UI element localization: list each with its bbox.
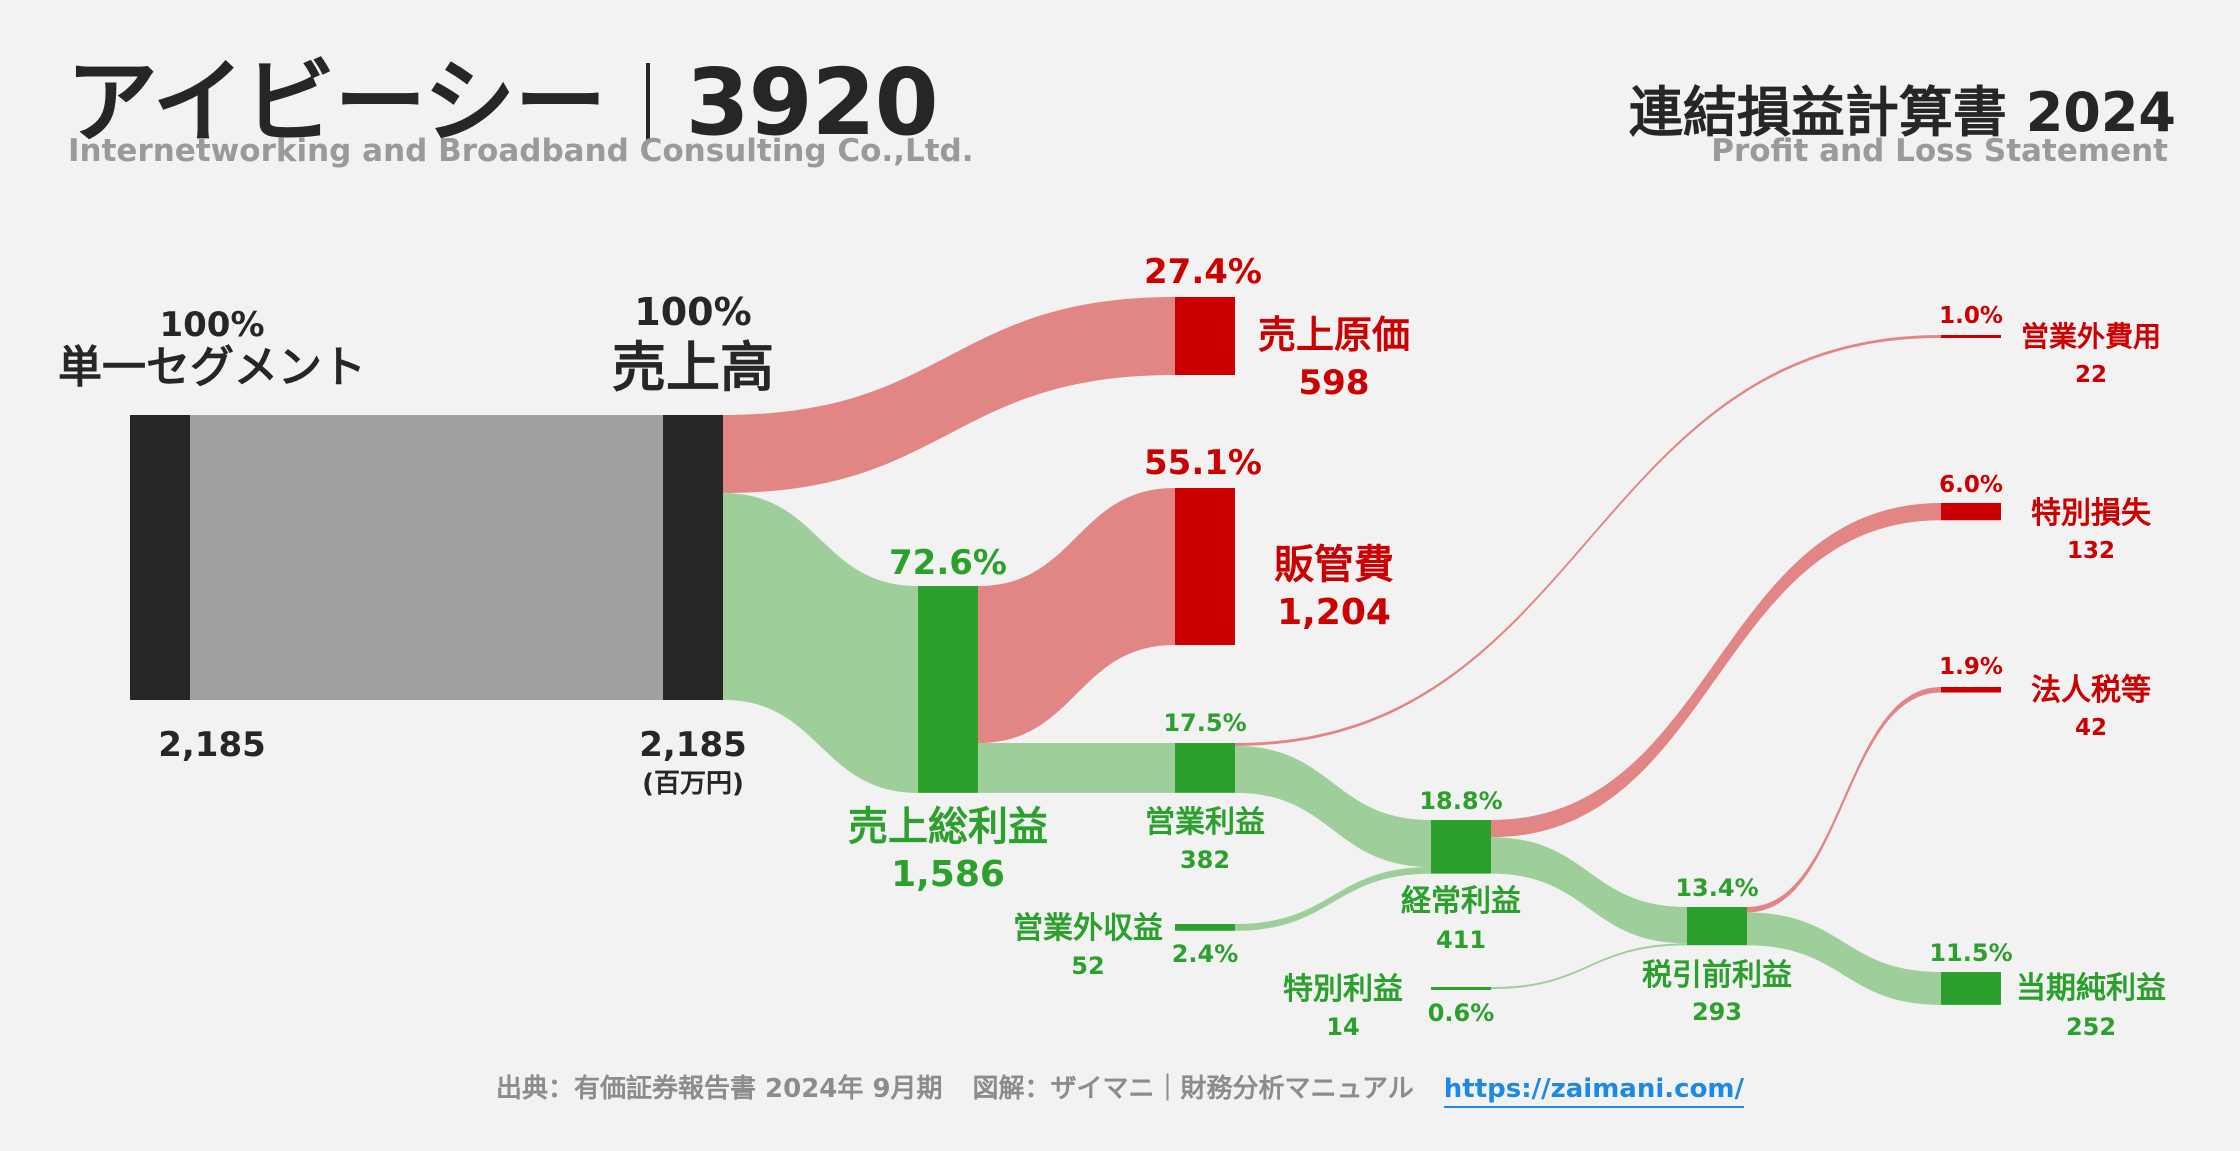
node-extra_inc	[1431, 987, 1491, 990]
title-separator	[645, 62, 650, 143]
pct-label-extra_loss: 6.0%	[1939, 472, 2003, 498]
name-label-nonop_inc: 営業外収益	[1013, 911, 1163, 946]
name-label-extra_loss: 特別損失	[2031, 496, 2152, 531]
statement-english-title: Profit and Loss Statement	[1711, 133, 2168, 169]
pct-label-cogs: 27.4%	[1144, 252, 1262, 292]
pct-label-net: 11.5%	[1929, 939, 2012, 967]
flow-ordinary-to-pretax	[1491, 837, 1687, 944]
company-name: アイビーシー	[66, 49, 607, 156]
node-pretax	[1687, 907, 1747, 946]
value-label-op: 382	[1180, 846, 1230, 874]
pct-label-extra_inc: 0.6%	[1428, 999, 1495, 1027]
pct-label-tax: 1.9%	[1939, 654, 2003, 680]
credit-note: 図解：ザイマニ｜財務分析マニュアル	[972, 1074, 1414, 1104]
pct-label-ordinary: 18.8%	[1419, 787, 1502, 815]
node-net	[1941, 972, 2001, 1005]
value-label-cogs: 598	[1299, 363, 1370, 403]
pct-label-sga: 55.1%	[1144, 443, 1262, 483]
value-label-extra_loss: 132	[2067, 538, 2115, 564]
pct-label-segment: 100%	[159, 305, 264, 345]
name-label-pretax: 税引前利益	[1642, 958, 1792, 993]
value-label-sga: 1,204	[1277, 592, 1391, 633]
flow-revenue-to-gross	[723, 493, 918, 793]
footer: 出典：有価証券報告書 2024年 9月期 図解：ザイマニ｜財務分析マニュアル htt…	[0, 1068, 2240, 1108]
name-label-nonop_exp: 営業外費用	[2021, 320, 2161, 353]
value-label-gross: 1,586	[891, 854, 1005, 895]
value-label-nonop_inc: 52	[1071, 952, 1104, 980]
source-note: 出典：有価証券報告書 2024年 9月期	[495, 1074, 943, 1104]
flow-nonop_inc-to-ordinary	[1235, 866, 1431, 931]
name-label-sga: 販管費	[1274, 542, 1394, 588]
pct-label-nonop_inc: 2.4%	[1172, 940, 1239, 968]
node-revenue	[663, 415, 723, 700]
flow-op-to-ordinary	[1235, 745, 1431, 867]
unit-label: (百万円)	[642, 769, 744, 799]
flow-pretax-to-tax	[1747, 687, 1941, 913]
value-label-segment: 2,185	[158, 725, 266, 765]
sankey-links	[190, 297, 1941, 1005]
name-label-tax: 法人税等	[2031, 673, 2151, 708]
flow-ordinary-to-extra_loss	[1491, 503, 1941, 838]
sankey-nodes	[130, 297, 2001, 1005]
value-label-ordinary: 411	[1436, 926, 1486, 954]
pct-label-revenue: 100%	[634, 290, 751, 334]
name-label-gross: 売上総利益	[848, 804, 1048, 850]
value-label-nonop_exp: 22	[2075, 362, 2107, 388]
name-label-extra_inc: 特別利益	[1283, 972, 1403, 1007]
flow-revenue-to-cogs	[723, 297, 1175, 493]
company-english-name: Internetworking and Broadband Consulting…	[68, 133, 974, 169]
pct-label-nonop_exp: 1.0%	[1939, 303, 2003, 329]
node-ordinary	[1431, 820, 1491, 874]
value-label-revenue: 2,185	[639, 725, 747, 765]
node-cogs	[1175, 297, 1235, 375]
node-nonop_exp	[1941, 335, 2001, 338]
pct-label-op: 17.5%	[1163, 709, 1246, 737]
name-label-segment: 単一セグメント	[58, 342, 366, 393]
name-label-ordinary: 経常利益	[1401, 884, 1521, 919]
node-op	[1175, 743, 1235, 793]
node-extra_loss	[1941, 503, 2001, 521]
node-gross	[918, 586, 978, 793]
name-label-revenue: 売上高	[612, 336, 774, 399]
name-label-op: 営業利益	[1145, 805, 1265, 840]
flow-segment-to-revenue	[190, 415, 663, 700]
node-sga	[1175, 488, 1235, 646]
flow-extra_inc-to-pretax	[1491, 943, 1687, 989]
pct-label-gross: 72.6%	[889, 543, 1007, 583]
flow-gross-to-sga	[978, 488, 1175, 744]
value-label-pretax: 293	[1692, 998, 1742, 1026]
sankey-labels: 100%単一セグメント2,185100%売上高2,18527.4%売上原価598…	[58, 252, 2166, 1041]
website-link[interactable]: https://zaimani.com/	[1443, 1074, 1745, 1108]
flow-op-to-nonop_exp	[1235, 335, 1941, 746]
flow-pretax-to-net	[1747, 912, 1941, 1005]
node-nonop_inc	[1175, 924, 1235, 931]
statement-title: 連結損益計算書 2024	[1628, 81, 2176, 144]
flow-gross-to-op	[978, 743, 1175, 793]
node-segment	[130, 415, 190, 700]
name-label-cogs: 売上原価	[1258, 313, 1410, 357]
pct-label-pretax: 13.4%	[1675, 874, 1758, 902]
name-label-net: 当期純利益	[2016, 971, 2166, 1006]
ticker-code: 3920	[685, 49, 939, 156]
value-label-extra_inc: 14	[1326, 1013, 1359, 1041]
node-tax	[1941, 687, 2001, 693]
value-label-tax: 42	[2075, 715, 2107, 741]
company-title: アイビーシー 3920	[66, 28, 939, 161]
value-label-net: 252	[2066, 1013, 2116, 1041]
